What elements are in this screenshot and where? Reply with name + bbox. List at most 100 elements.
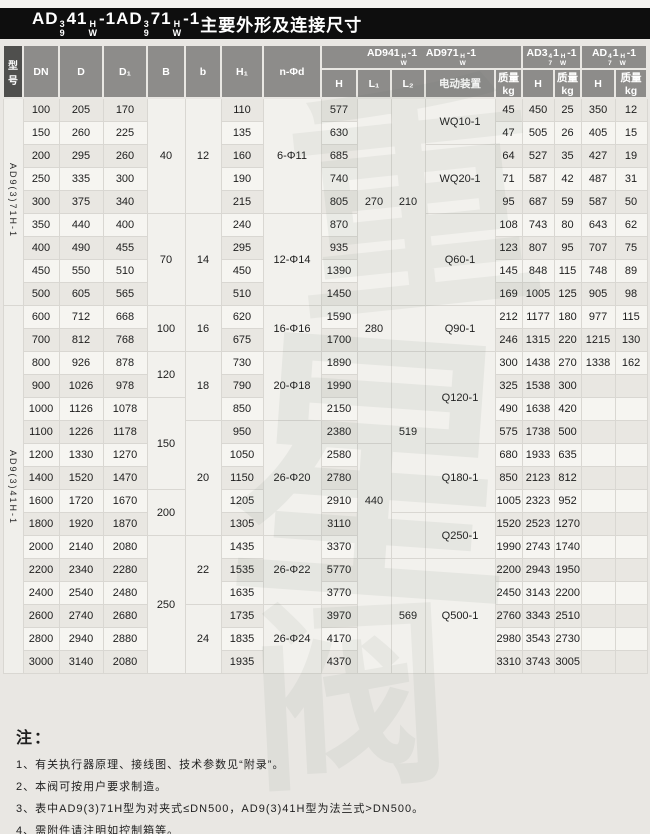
cell-d1: 565 [102,282,148,306]
table-row: 2600 2740 2680 24 1735 26-Φ24 3970 2760 3343 2510 [3,604,648,674]
cell-d: 2540 [58,581,104,605]
table-row: 1400 1520 1470 1150 2780 850 2123 812 [3,466,648,490]
cell-d1: 768 [102,328,148,352]
cell-H3: 405 [580,121,616,145]
cell-h1: 190 [220,167,264,191]
cell-H3: 350 [580,97,616,122]
cell-H3: 748 [580,259,616,283]
cell-m3: 12 [614,97,648,122]
cell-m3 [614,374,648,398]
cell-H: 1450 [320,282,358,306]
cell-m2: 180 [553,305,582,329]
table-row: 200 295 260 160 685 WQ20-1 64 527 35 427 19 [3,144,648,214]
col-header-H₁: H₁ [220,44,264,99]
table-row: 1000 1126 1078 150 850 2150 490 1638 420 [3,397,648,490]
cell-H3: 587 [580,190,616,214]
cell-H3 [580,604,616,628]
cell-H: 630 [320,121,358,145]
cell-L2: 210 [390,97,426,306]
table-row: AD9(3)41H-1 600 712 668 100 16 620 16-Φ16 1590 28… [2,305,648,674]
table-row: 900 1026 978 790 1990 325 1538 300 [3,374,648,398]
cell-H3: 487 [580,167,616,191]
cell-m1: 212 [494,305,523,329]
cell-dn: 600 [22,305,60,329]
cell-h1: 510 [220,282,264,306]
cell-m1: 1990 [494,535,523,559]
cell-m3 [614,535,648,559]
cell-d: 926 [58,351,104,375]
cell-d1: 2280 [102,558,148,582]
cell-dn: 150 [22,121,60,145]
cell-L2 [390,305,426,352]
cell-d: 375 [58,190,104,214]
cell-m2: 80 [553,213,582,237]
page-title: AD 3 9 41 H W -1AD 3 9 71 H W -1 主要外形及连接尺寸 [0,8,650,39]
cell-dev: WQ10-1 [424,97,496,145]
cell-d: 490 [58,236,104,260]
cell-H: 805 [320,190,358,214]
col-group-header-2: AD3 4 7 1 H W -1 [521,44,583,70]
cell-dn: 1600 [22,489,60,513]
cell-d: 1520 [58,466,104,490]
cell-h1: 215 [220,190,264,214]
cell-dn: 450 [22,259,60,283]
cell-h1: 1050 [220,443,264,467]
cell-m2: 812 [553,466,582,490]
cell-H3: 643 [580,213,616,237]
cell-m1: 2980 [494,627,523,651]
cell-B: 70 [146,213,186,306]
cell-d: 3140 [58,650,104,674]
cell-dn: 700 [22,328,60,352]
table-row: 2200 2340 2280 1535 5770 569 Q500-1 2200 2943 195… [3,558,648,674]
cell-d: 1226 [58,420,104,444]
cell-b: 12 [184,97,222,214]
cell-H: 4170 [320,627,358,651]
col-subheader-H: H [521,68,556,99]
cell-m3: 62 [614,213,648,237]
note-line: 3、表中AD9(3)71H型为对夹式≤DN500，AD9(3)41H型为法兰式>… [16,803,425,815]
cell-H2: 1005 [521,282,555,306]
cell-m2: 2510 [553,604,582,628]
cell-h1: 850 [220,397,264,421]
cell-m3: 15 [614,121,648,145]
cell-m2: 3005 [553,650,582,674]
cell-h1: 620 [220,305,264,329]
cell-d: 2740 [58,604,104,628]
cell-m1: 71 [494,167,523,191]
cell-B: 100 [146,305,186,352]
cell-h1: 450 [220,259,264,283]
table-row: 2400 2540 2480 1635 3770 2450 3143 2200 [3,581,648,605]
cell-m1: 490 [494,397,523,421]
cell-m2: 1270 [553,512,582,536]
col-header-model: 型号 [2,44,24,99]
cell-m3 [614,443,648,467]
cell-H2: 1538 [521,374,555,398]
cell-L1: 440 [356,443,392,559]
cell-H2: 3743 [521,650,555,674]
cell-h1: 1305 [220,512,264,536]
cell-m2: 125 [553,282,582,306]
col-header-DN: DN [22,44,60,99]
cell-H3 [580,489,616,513]
cell-m3 [614,466,648,490]
cell-h1: 1835 [220,627,264,651]
col-group-header-1: AD941 H W -1 AD971 H W -1 [319,44,524,70]
cell-nd: 26-Φ20 [262,420,322,536]
title-text: 主要外形及连接尺寸 [200,16,363,35]
table-row: 1200 1330 1270 1050 2580 440 Q180-1 680 1933 635 [3,443,648,559]
cell-H3 [580,466,616,490]
cell-H: 3110 [320,512,358,536]
note-line: 4、需附件请注明如控制箱等。 [16,825,180,834]
cell-d: 335 [58,167,104,191]
cell-H: 685 [320,144,358,168]
cell-nd: 12-Φ14 [262,213,322,306]
cell-dn: 250 [22,167,60,191]
cell-dn: 2200 [22,558,60,582]
cell-m1: 300 [494,351,523,375]
cell-H3: 427 [580,144,616,168]
cell-m2: 26 [553,121,582,145]
cell-H3 [580,374,616,398]
cell-dn: 500 [22,282,60,306]
